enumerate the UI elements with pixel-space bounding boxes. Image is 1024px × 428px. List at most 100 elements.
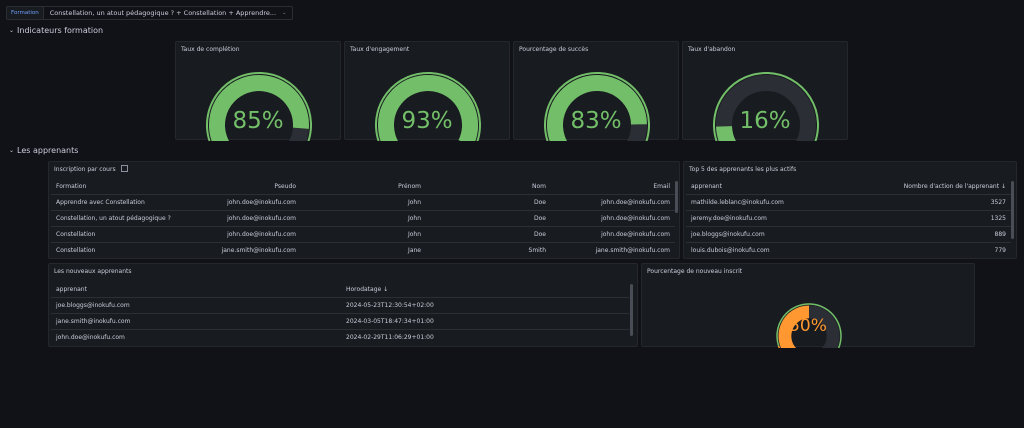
nouveaux-table: apprenant Horodatage ↓ joe.bloggs@inokuf… xyxy=(51,282,629,345)
table-header-row: Formation Pseudo Prénom Nom Email xyxy=(51,179,675,195)
column-header[interactable]: apprenant xyxy=(686,179,842,195)
inscription-title: Inscription par cours xyxy=(54,166,116,173)
table-row: mathilde.leblanc@inokufu.com 3527 xyxy=(686,194,1011,211)
column-header[interactable]: Horodatage ↓ xyxy=(341,282,629,298)
row-toggle-apprenants[interactable]: ⌄ Les apprenants xyxy=(9,146,78,155)
chevron-down-icon: ⌄ xyxy=(9,147,15,154)
column-header[interactable]: Email xyxy=(551,179,675,195)
gauge-value: 50% xyxy=(789,316,827,336)
gauge-panel-completion: Taux de complétion 85% xyxy=(175,41,341,141)
cell-horodatage: 2024-02-29T11:06:29+01:00 xyxy=(346,333,434,341)
cell-horodatage: 2024-03-05T18:47:34+01:00 xyxy=(341,313,629,330)
gauge-value-arc xyxy=(716,125,737,141)
cell-pseudo: john.doe@inokufu.com xyxy=(181,226,301,243)
nouveaux-panel: Les nouveaux apprenants apprenant Horoda… xyxy=(48,263,638,347)
table-row: Constellation john.doe@inokufu.com John … xyxy=(51,226,675,243)
table-row: john.doe@inokufu.com 2024-02-29T11:06:29… xyxy=(51,329,629,345)
expand-icon[interactable] xyxy=(120,165,128,172)
chevron-down-icon: ⌄ xyxy=(282,10,287,16)
table-row: joe.bloggs@inokufu.com 889 xyxy=(686,226,1011,243)
cell-pseudo: john.doe@inokufu.com xyxy=(181,210,301,227)
inscription-table: Formation Pseudo Prénom Nom Email Appren… xyxy=(51,179,675,258)
gauge-chart xyxy=(544,72,650,141)
cell-actions: 889 xyxy=(841,226,1011,243)
scrollbar[interactable] xyxy=(1011,181,1014,239)
panel-title: Les nouveaux apprenants xyxy=(54,268,132,275)
cell-apprenant: john.doe@inokufu.com xyxy=(56,333,125,341)
panel-title: Taux d'engagement xyxy=(350,46,410,53)
panel-title: Pourcentage de succès xyxy=(519,46,589,53)
cell-actions: 779 xyxy=(994,246,1006,254)
cell-email: john.doe@inokufu.com xyxy=(551,194,675,211)
gauge-threshold-orange xyxy=(777,345,781,348)
cell-apprenant: joe.bloggs@inokufu.com xyxy=(686,226,842,243)
chevron-down-icon: ⌄ xyxy=(9,27,15,34)
cell-prenom: John xyxy=(301,226,426,243)
cell-prenom: John xyxy=(301,210,426,227)
cell-formation: Constellation xyxy=(56,246,96,254)
cell-nom: Doe xyxy=(426,210,551,227)
panel-title: Taux d'abandon xyxy=(688,46,736,53)
gauge-value-arc xyxy=(378,75,478,141)
table-row: Constellation, un atout pédagogique ? jo… xyxy=(51,210,675,227)
variable-bar: Formation Constellation, un atout pédago… xyxy=(6,6,294,20)
cell-formation: Apprendre avec Constellation xyxy=(51,194,181,211)
inscription-panel: Inscription par cours Formation Pseudo P… xyxy=(48,161,680,259)
cell-pseudo: jane.smith@inokufu.com xyxy=(221,246,296,254)
table-header-row: apprenant Horodatage ↓ xyxy=(51,282,629,298)
table-row: jeremy.doe@inokufu.com 1325 xyxy=(686,210,1011,227)
gauge-threshold-green xyxy=(776,303,842,348)
gauge-panel-engagement: Taux d'engagement 93% xyxy=(344,41,510,141)
table-row: louis.dubois@inokufu.com 779 xyxy=(686,242,1011,258)
panel-title: Taux de complétion xyxy=(181,46,240,53)
top5-table: apprenant Nombre d'action de l'apprenant… xyxy=(686,179,1011,258)
panel-title: Top 5 des apprenants les plus actifs xyxy=(689,166,797,173)
cell-apprenant: jeremy.doe@inokufu.com xyxy=(686,210,842,227)
gauge-value: 16% xyxy=(739,108,791,134)
cell-nom: Doe xyxy=(426,194,551,211)
scrollbar[interactable] xyxy=(675,181,678,213)
gauge-threshold-green xyxy=(544,72,650,141)
column-header[interactable]: Nom xyxy=(426,179,551,195)
column-header[interactable]: apprenant xyxy=(51,282,341,298)
column-header[interactable]: Pseudo xyxy=(181,179,301,195)
table-row: Constellation jane.smith@inokufu.com Jan… xyxy=(51,242,675,258)
cell-nom: Doe xyxy=(426,226,551,243)
gauge-value-arc xyxy=(778,305,810,348)
table-row: joe.bloggs@inokufu.com 2024-05-23T12:30:… xyxy=(51,297,629,314)
cell-apprenant: mathilde.leblanc@inokufu.com xyxy=(686,194,842,211)
row-title-apprenants: Les apprenants xyxy=(17,146,79,155)
gauge-threshold-green xyxy=(713,72,819,141)
cell-pseudo: john.doe@inokufu.com xyxy=(181,194,301,211)
gauge-panel-abandon: Taux d'abandon 16% xyxy=(682,41,848,141)
panel-title: Pourcentage de nouveau inscrit xyxy=(647,268,743,275)
cell-actions: 3527 xyxy=(841,194,1011,211)
gauge-threshold-green xyxy=(375,72,481,141)
cell-email: john.doe@inokufu.com xyxy=(551,226,675,243)
gauge-chart xyxy=(375,72,481,141)
top5-panel: Top 5 des apprenants les plus actifs app… xyxy=(683,161,1017,259)
gauge-chart xyxy=(206,72,312,141)
gauge-value-arc xyxy=(547,75,647,141)
cell-apprenant: louis.dubois@inokufu.com xyxy=(691,246,770,254)
gauge-threshold-green xyxy=(206,72,312,141)
column-header[interactable]: Prénom xyxy=(301,179,426,195)
gauge-chart xyxy=(776,303,842,348)
cell-prenom: Jane xyxy=(408,246,421,254)
table-row: jane.smith@inokufu.com 2024-03-05T18:47:… xyxy=(51,313,629,330)
gauge-value: 85% xyxy=(232,108,284,134)
gauge-value: 93% xyxy=(401,108,453,134)
variable-label: Formation xyxy=(6,6,44,20)
scrollbar[interactable] xyxy=(630,284,633,336)
cell-apprenant: jane.smith@inokufu.com xyxy=(51,313,341,330)
column-header[interactable]: Nombre d'action de l'apprenant ↓ xyxy=(841,179,1011,195)
cell-actions: 1325 xyxy=(841,210,1011,227)
row-toggle-indicateurs[interactable]: ⌄ Indicateurs formation xyxy=(9,26,103,35)
column-header[interactable]: Formation xyxy=(51,179,181,195)
formation-select-value: Constellation, un atout pédagogique ? + … xyxy=(49,9,277,17)
cell-horodatage: 2024-05-23T12:30:54+02:00 xyxy=(341,297,629,314)
cell-email: john.doe@inokufu.com xyxy=(551,210,675,227)
formation-select[interactable]: Constellation, un atout pédagogique ? + … xyxy=(43,6,294,20)
cell-prenom: John xyxy=(301,194,426,211)
cell-formation: Constellation xyxy=(51,226,181,243)
